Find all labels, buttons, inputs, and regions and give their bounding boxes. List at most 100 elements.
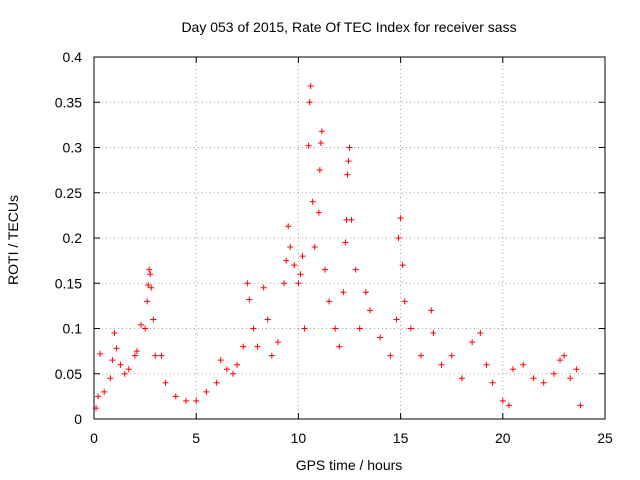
data-point: [489, 379, 496, 386]
data-point: [530, 375, 537, 382]
data-point: [147, 271, 154, 278]
data-point: [340, 289, 347, 296]
data-point: [362, 289, 369, 296]
data-point: [352, 266, 359, 273]
data-point: [125, 366, 132, 373]
data-point: [283, 257, 290, 264]
y-tick-label: 0.05: [55, 366, 82, 382]
data-point: [203, 388, 210, 395]
data-point: [229, 370, 236, 377]
data-point: [401, 298, 408, 305]
data-point: [145, 282, 152, 289]
x-tick-label: 20: [495, 430, 511, 446]
x-tick-label: 10: [291, 430, 307, 446]
data-point: [285, 223, 292, 230]
tick-layer: 0 5 10 15 20 25 0 0.05 0.1 0.15 0.2 0.25 0.3 0.35 0.4: [55, 49, 613, 446]
data-point: [297, 271, 304, 278]
data-point: [254, 343, 261, 350]
data-point: [428, 307, 435, 314]
chart-title: Day 053 of 2015, Rate Of TEC Index for r…: [181, 19, 516, 35]
data-point: [172, 393, 179, 400]
data-point: [193, 397, 200, 404]
data-point: [217, 357, 224, 364]
data-point: [299, 253, 306, 260]
y-tick-label: 0.35: [55, 94, 82, 110]
data-point: [483, 361, 490, 368]
data-point: [477, 330, 484, 337]
y-tick-label: 0.2: [63, 230, 83, 246]
data-point: [307, 82, 314, 89]
data-point: [430, 330, 437, 337]
data-point: [95, 393, 102, 400]
data-point: [315, 209, 322, 216]
data-point: [182, 397, 189, 404]
data-point: [520, 361, 527, 368]
data-point: [150, 316, 157, 323]
data-point: [321, 266, 328, 273]
x-tick-label: 0: [90, 430, 98, 446]
data-point: [264, 316, 271, 323]
data-point: [573, 366, 580, 373]
data-point: [260, 284, 267, 291]
y-tick-label: 0.3: [63, 140, 83, 156]
data-point: [311, 244, 318, 251]
data-point: [561, 352, 568, 359]
data-point: [399, 262, 406, 269]
data-point: [510, 366, 517, 373]
x-tick-label: 15: [393, 430, 409, 446]
data-point: [393, 316, 400, 323]
grid-layer: [94, 57, 605, 419]
data-point: [138, 321, 145, 328]
data-point: [332, 325, 339, 332]
data-point: [306, 99, 313, 106]
y-tick-label: 0.4: [63, 49, 83, 65]
data-point: [550, 370, 557, 377]
data-point: [345, 158, 352, 165]
data-point: [113, 345, 120, 352]
data-point: [148, 284, 155, 291]
data-point: [144, 298, 151, 305]
data-point: [107, 375, 114, 382]
data-point: [244, 280, 251, 287]
data-point: [287, 244, 294, 251]
data-point: [158, 352, 165, 359]
data-point: [397, 215, 404, 222]
data-point: [97, 350, 104, 357]
data-point: [111, 330, 118, 337]
data-point: [344, 171, 351, 178]
data-point: [348, 216, 355, 223]
points-layer: [93, 82, 584, 412]
data-point: [309, 198, 316, 205]
data-point: [268, 352, 275, 359]
data-point: [101, 388, 108, 395]
data-point: [407, 325, 414, 332]
data-point: [326, 298, 333, 305]
x-tick-label: 5: [192, 430, 200, 446]
data-point: [133, 348, 140, 355]
data-point: [246, 296, 253, 303]
data-point: [250, 325, 257, 332]
data-point: [295, 280, 302, 287]
y-axis-label: ROTI / TECUs: [5, 195, 21, 285]
x-axis-label: GPS time / hours: [296, 457, 403, 473]
data-point: [305, 142, 312, 149]
data-point: [240, 343, 247, 350]
data-point: [291, 262, 298, 269]
data-point: [540, 379, 547, 386]
data-point: [577, 402, 584, 409]
data-point: [356, 325, 363, 332]
data-point: [336, 343, 343, 350]
data-point: [458, 375, 465, 382]
data-point: [146, 266, 153, 273]
data-point: [234, 361, 241, 368]
x-tick-label: 25: [597, 430, 613, 446]
data-point: [152, 352, 159, 359]
data-point: [499, 397, 506, 404]
data-point: [162, 379, 169, 386]
data-point: [301, 325, 308, 332]
data-point: [223, 366, 230, 373]
y-tick-label: 0: [74, 411, 82, 427]
data-point: [142, 325, 149, 332]
data-point: [438, 361, 445, 368]
